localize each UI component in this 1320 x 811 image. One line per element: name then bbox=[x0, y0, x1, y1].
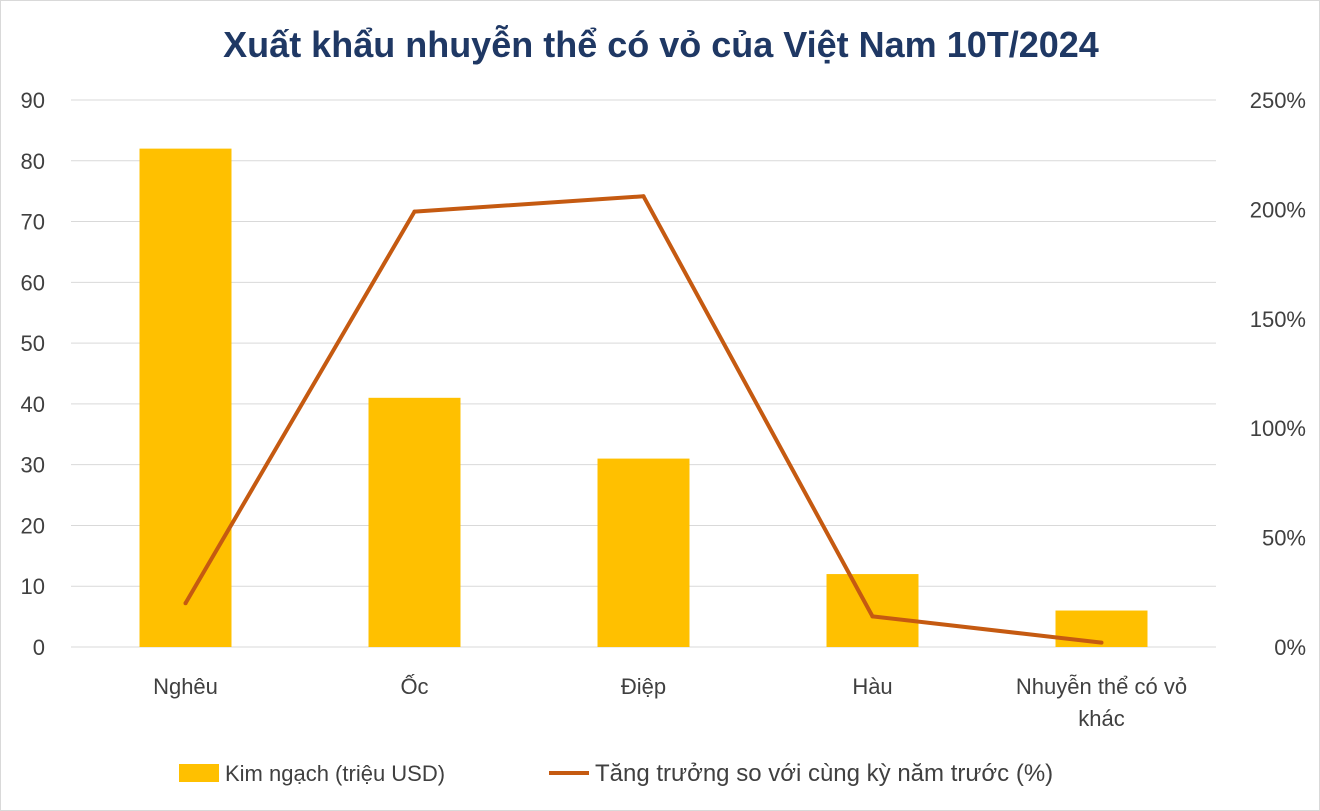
left-axis-tick-label: 10 bbox=[21, 574, 45, 599]
line-point bbox=[870, 614, 875, 619]
gridlines bbox=[71, 99, 1216, 648]
right-axis-tick-label: 0% bbox=[1274, 635, 1306, 660]
legend: Kim ngạch (triệu USD) Tăng trưởng so với… bbox=[179, 760, 1053, 787]
legend-swatch-bar bbox=[179, 764, 219, 782]
left-axis-tick-label: 50 bbox=[21, 331, 45, 356]
right-axis-tick-label: 100% bbox=[1250, 416, 1306, 441]
right-axis-tick-label: 50% bbox=[1262, 526, 1306, 551]
category-label: Ốc bbox=[400, 673, 428, 699]
left-axis-tick-label: 20 bbox=[21, 513, 45, 538]
bar bbox=[826, 574, 919, 647]
right-axis-ticks: 0% 50% 100% 150% 200% 250% bbox=[1250, 88, 1306, 660]
left-axis-tick-label: 60 bbox=[21, 270, 45, 295]
left-axis-ticks: 0 10 20 30 40 50 60 70 80 90 bbox=[21, 88, 45, 660]
legend-label-line: Tăng trưởng so với cùng kỳ năm trước (%) bbox=[595, 760, 1053, 787]
category-label: Điệp bbox=[621, 674, 666, 699]
line-point bbox=[1099, 640, 1104, 645]
bar-series bbox=[139, 148, 1148, 647]
category-label: Hàu bbox=[852, 674, 892, 699]
category-label: Nhuyễn thể có vỏ khác bbox=[1016, 674, 1187, 731]
left-axis-tick-label: 30 bbox=[21, 453, 45, 478]
category-labels: Nghêu Ốc Điệp Hàu Nhuyễn thể có vỏ khác bbox=[153, 673, 1187, 731]
bar bbox=[597, 458, 690, 647]
line-point bbox=[183, 601, 188, 606]
right-axis-tick-label: 200% bbox=[1250, 197, 1306, 222]
right-axis-tick-label: 250% bbox=[1250, 88, 1306, 113]
bar bbox=[139, 148, 232, 647]
left-axis-tick-label: 40 bbox=[21, 392, 45, 417]
left-axis-tick-label: 0 bbox=[33, 635, 45, 660]
bar bbox=[368, 397, 461, 647]
line-series bbox=[183, 194, 1104, 645]
category-label: Nghêu bbox=[153, 674, 218, 699]
line-point bbox=[641, 194, 646, 199]
legend-label-bar: Kim ngạch (triệu USD) bbox=[225, 761, 445, 786]
right-axis-tick-label: 150% bbox=[1250, 307, 1306, 332]
chart-title: Xuất khẩu nhuyễn thể có vỏ của Việt Nam … bbox=[223, 24, 1099, 65]
left-axis-tick-label: 90 bbox=[21, 88, 45, 113]
left-axis-tick-label: 80 bbox=[21, 149, 45, 174]
left-axis-tick-label: 70 bbox=[21, 210, 45, 235]
line-point bbox=[412, 209, 417, 214]
